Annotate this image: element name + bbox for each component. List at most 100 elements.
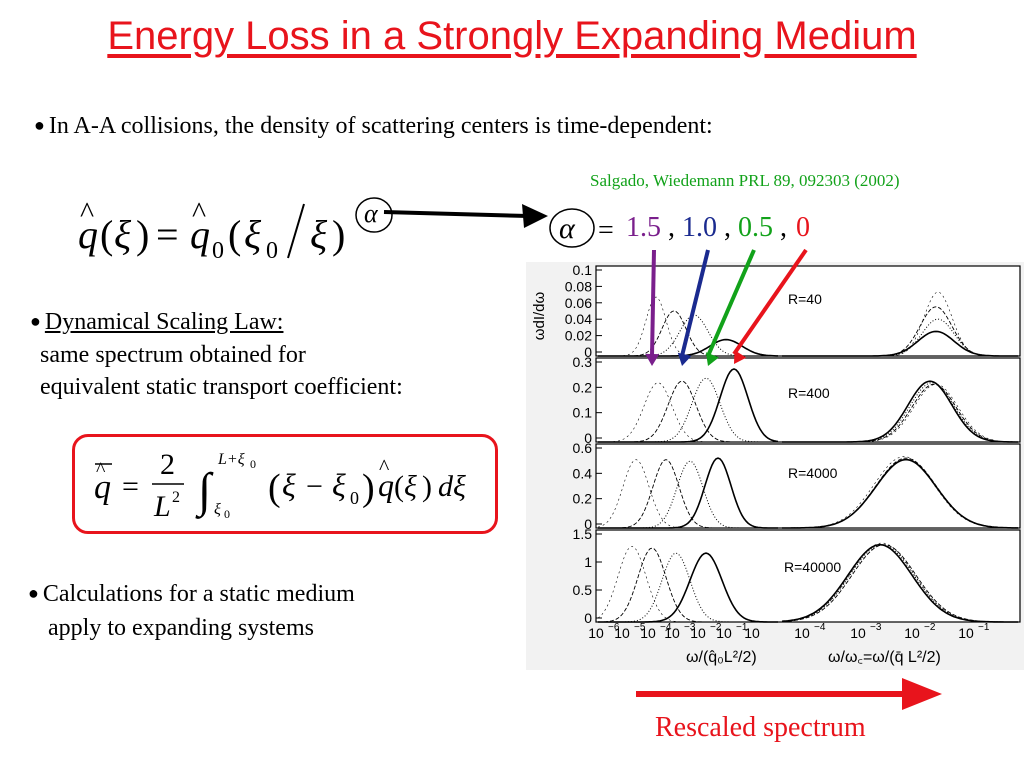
pointer-arrow-head <box>734 350 747 364</box>
pointer-arrow-shaft <box>680 249 710 357</box>
alpha-sep: , <box>780 212 787 243</box>
formula2-xi: ξ <box>282 467 296 503</box>
bullet-2-title: Dynamical Scaling Law: <box>44 309 284 335</box>
pointer-arrow-head <box>705 352 719 366</box>
y-tick-label: 0.02 <box>565 328 592 344</box>
bullet-dot: ● <box>28 583 39 603</box>
formula1-xi: ξ <box>114 212 132 257</box>
paren-open: ( <box>394 470 404 503</box>
formula-qhat-time-dependence: q ^ ( ξ ) = q ^ 0 ( ξ 0 ξ ) α <box>78 196 393 264</box>
bullet-1-text: In A-A collisions, the density of scatte… <box>48 113 713 139</box>
integral-sign: ∫ <box>195 464 214 519</box>
y-tick-label: 0.1 <box>573 405 593 421</box>
y-tick-label: 0 <box>584 344 592 360</box>
formula2-den-exp: 2 <box>172 489 180 506</box>
formula1-xi0-sub: 0 <box>266 238 278 264</box>
panel-label: R=4000 <box>788 465 838 481</box>
formula2-upper-sub: 0 <box>250 457 256 471</box>
paren-close: ) <box>136 212 149 257</box>
curve-pointer-arrows <box>645 248 808 366</box>
bullet-3: ● Calculations for a static medium <box>28 578 355 612</box>
series-curve-left <box>597 546 778 623</box>
x-tick-label: 10 <box>744 625 760 641</box>
x-tick-exponent: −6 <box>608 622 620 633</box>
y-tick-label: 0.5 <box>573 582 593 598</box>
pointer-arrow-shaft <box>650 249 656 357</box>
arrow-shaft <box>383 210 529 218</box>
chart-panel: 0.3 0.2 0.1 0 R=400 <box>573 354 1021 446</box>
arrow-head <box>522 204 548 228</box>
chart-xlabel-right: ω/ω꜀=ω/(q̄ L²/2) <box>828 649 941 666</box>
series-curve-right <box>782 383 1018 443</box>
fraction-slash <box>287 203 305 259</box>
paren-close: ) <box>332 212 345 257</box>
formula-qbar-integral: q ^ = 2 L 2 ∫ L+ξ 0 ξ 0 ( ξ − ξ 0 ) q ^ … <box>94 448 466 523</box>
formula1-xi0: ξ <box>244 212 262 257</box>
chart-panels: 0.10.080.060.040.020R=400.30.20.10R=4000… <box>565 262 1021 626</box>
arrow-to-alpha-values <box>383 204 548 228</box>
y-tick-label: 0 <box>584 430 592 446</box>
y-tick-label: 0.08 <box>565 278 592 294</box>
formula-box <box>72 434 498 534</box>
y-tick-label: 0.6 <box>573 440 593 456</box>
y-tick-label: 0.04 <box>565 311 592 327</box>
alpha-values: α = 1.5 , 1.0 , 0.5 , 0 <box>549 208 810 248</box>
x-tick-exponent: −4 <box>814 622 826 633</box>
series-curve-right <box>782 330 1018 357</box>
alpha-equals: = <box>598 215 614 246</box>
formula1-q: q <box>78 212 98 257</box>
bullet-3-text: Calculations for a static medium <box>42 581 355 607</box>
x-tick-label: 10 <box>904 625 920 641</box>
formula2-numerator: 2 <box>160 448 175 481</box>
series-curve-right <box>781 543 1018 623</box>
bullet-dot: ● <box>30 311 41 331</box>
paren-close: ) <box>422 470 432 503</box>
y-tick-label: 0.4 <box>573 465 593 481</box>
hat-symbol: ^ <box>80 196 94 229</box>
paren-close: ) <box>362 467 375 509</box>
alpha-value-1-0: 1.0 <box>682 212 717 243</box>
x-tick-label: 10 <box>690 625 706 641</box>
panel-label: R=40 <box>788 291 822 307</box>
pointer-arrow-head <box>677 352 692 366</box>
paren-open: ( <box>268 467 281 509</box>
series-curve-right <box>782 380 1018 443</box>
x-tick-exponent: −5 <box>634 622 646 633</box>
alpha-value-0: 0 <box>796 212 810 243</box>
arrow-head <box>902 678 942 710</box>
y-tick-label: 0 <box>584 516 592 532</box>
formula2-upper-limit: L+ξ <box>217 451 245 468</box>
formula2-q: q <box>94 469 111 506</box>
bullet-1: ● In A-A collisions, the density of scatt… <box>34 110 713 144</box>
bullet-dot: ● <box>34 115 45 135</box>
y-tick-label: 1 <box>584 554 592 570</box>
x-tick-exponent: −3 <box>684 622 696 633</box>
series-curve-left <box>598 368 779 443</box>
series-curve-left <box>598 338 778 357</box>
x-tick-label: 10 <box>850 625 866 641</box>
formula1-xi-den: ξ <box>310 212 328 257</box>
y-tick-label: 1.5 <box>573 526 593 542</box>
formula2-xi0-sub: 0 <box>350 488 359 508</box>
chart-xlabel-left: ω/(q̂₀L²/2) <box>686 649 757 666</box>
paren-open: ( <box>100 212 113 257</box>
bullet-2-line-2: equivalent static transport coefficient: <box>40 374 403 400</box>
x-tick-exponent: −4 <box>660 622 672 633</box>
rescaled-arrow <box>636 678 942 710</box>
alpha-circle <box>549 208 595 248</box>
series-curve-left <box>598 382 778 443</box>
y-tick-label: 0 <box>584 610 592 626</box>
bullet-3-line-2: apply to expanding systems <box>48 615 314 641</box>
alpha-sep: , <box>724 212 731 243</box>
bullet-2: ● Dynamical Scaling Law: <box>30 306 283 340</box>
pointer-arrow-shaft <box>706 249 756 357</box>
series-curve-left <box>597 547 778 623</box>
series-curve-left <box>598 552 778 623</box>
formula2-lower-limit: ξ <box>214 501 221 518</box>
y-tick-label: 0.2 <box>573 379 593 395</box>
chart-panel: 0.6 0.4 0.2 0 R=4000 <box>573 440 1021 532</box>
panel-label: R=400 <box>788 385 830 401</box>
formula2-equals: = <box>122 470 139 503</box>
formula2-dxi: dξ <box>438 470 466 503</box>
alpha-symbol: α <box>559 212 576 245</box>
